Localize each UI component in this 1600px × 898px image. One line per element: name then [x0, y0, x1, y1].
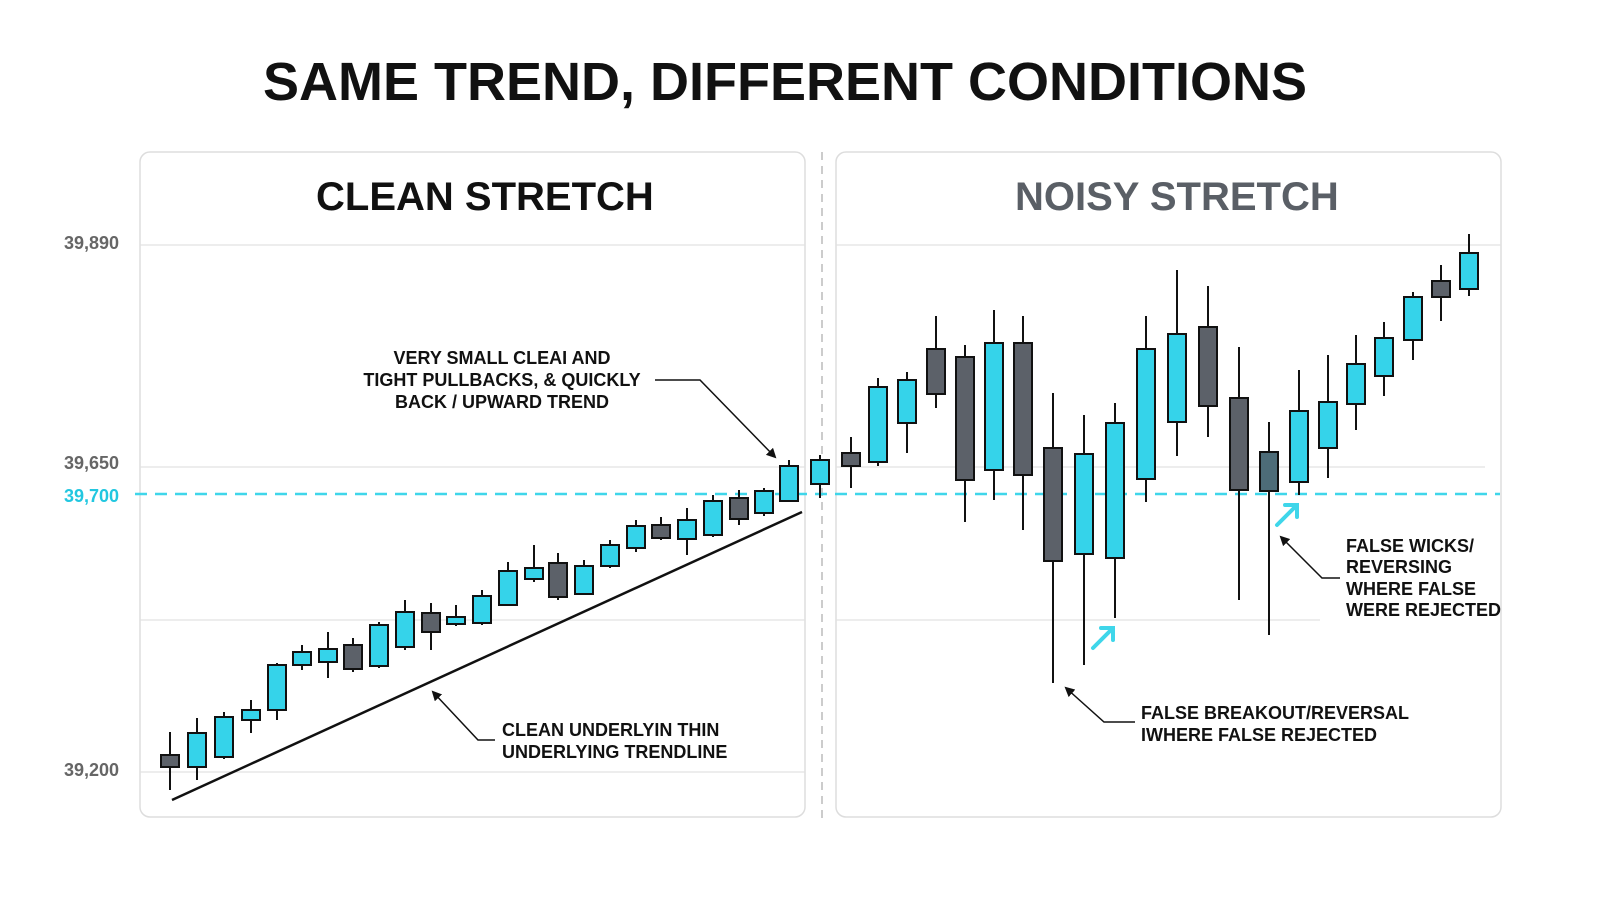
- candle-body: [1346, 363, 1366, 405]
- candle-body: [187, 732, 207, 768]
- candle-body: [1105, 422, 1125, 559]
- candle-body: [841, 452, 861, 467]
- annotation-line: VERY SMALL CLEAI AND: [393, 348, 610, 368]
- candle-body: [1259, 451, 1279, 492]
- price-label: 39,890: [64, 233, 119, 253]
- candle-body: [472, 595, 492, 624]
- candle-body: [1431, 280, 1451, 298]
- candles: [160, 234, 1479, 790]
- candle-body: [1013, 342, 1033, 476]
- candle-body: [754, 490, 774, 514]
- candle-body: [897, 379, 917, 424]
- candle-body: [267, 664, 287, 711]
- annotation-line: WERE REJECTED: [1346, 600, 1501, 620]
- candle-body: [1318, 401, 1338, 449]
- annotation-arrow: [1279, 535, 1340, 579]
- candle-body: [1074, 453, 1094, 555]
- annotation-line: REVERSING: [1346, 557, 1452, 577]
- candle-body: [1167, 333, 1187, 423]
- candle-body: [1459, 252, 1479, 290]
- candle-body: [1289, 410, 1309, 483]
- candle-body: [926, 348, 946, 395]
- candle-body: [1043, 447, 1063, 562]
- candle-body: [810, 459, 830, 485]
- annotation-line: WHERE FALSE: [1346, 579, 1476, 599]
- annotation-line: IWHERE FALSE REJECTED: [1141, 725, 1377, 745]
- panel-title: NOISY STRETCH: [1015, 175, 1339, 219]
- candle-body: [984, 342, 1004, 471]
- candle-body: [729, 497, 749, 520]
- candle-body: [1136, 348, 1156, 480]
- grid: [140, 244, 1501, 773]
- panel-left: [139, 151, 806, 818]
- candle-body: [160, 754, 180, 768]
- annotation-arrow: [431, 690, 495, 741]
- annotation-arrow: [1064, 686, 1135, 723]
- panel-right: [835, 151, 1502, 818]
- annotation-line: FALSE WICKS/: [1346, 536, 1474, 556]
- candle-body: [524, 567, 544, 580]
- annotation-arrow: [655, 379, 777, 459]
- candle-body: [421, 612, 441, 633]
- candle-body: [1374, 337, 1394, 377]
- candle-body: [214, 716, 234, 758]
- candle-body: [626, 525, 646, 549]
- candle-body: [395, 611, 415, 648]
- candle-body: [292, 651, 312, 666]
- candle-body: [446, 616, 466, 625]
- annotation-line: UNDERLYING TRENDLINE: [502, 742, 727, 762]
- annotation-line: TIGHT PULLBACKS, & QUICKLY: [363, 370, 640, 390]
- candle-body: [369, 624, 389, 667]
- candle-body: [343, 644, 363, 670]
- candle-body: [677, 519, 697, 540]
- candle-body: [1229, 397, 1249, 491]
- candle-body: [241, 709, 261, 721]
- highlight-arrows: [1091, 503, 1299, 650]
- candle-body: [498, 570, 518, 606]
- price-label: 39,700: [64, 486, 119, 506]
- candle-body: [955, 356, 975, 481]
- panel-title: CLEAN STRETCH: [316, 175, 654, 219]
- price-label: 39,200: [64, 760, 119, 780]
- annotation-line: BACK / UPWARD TREND: [395, 392, 609, 412]
- title: SAME TREND, DIFFERENT CONDITIONS: [263, 52, 1307, 112]
- candle-body: [318, 648, 338, 663]
- candle-body: [548, 562, 568, 598]
- candle-body: [1198, 326, 1218, 407]
- candle-body: [600, 544, 620, 567]
- candle-body: [868, 386, 888, 463]
- price-label: 39,650: [64, 453, 119, 473]
- candle-body: [651, 524, 671, 539]
- trendline: [171, 510, 803, 802]
- candle-body: [779, 465, 799, 502]
- annotation-line: CLEAN UNDERLYIN THIN: [502, 720, 719, 740]
- candle-body: [1403, 296, 1423, 341]
- candle-body: [574, 565, 594, 595]
- annotation-line: FALSE BREAKOUT/REVERSAL: [1141, 703, 1409, 723]
- candle-body: [703, 500, 723, 536]
